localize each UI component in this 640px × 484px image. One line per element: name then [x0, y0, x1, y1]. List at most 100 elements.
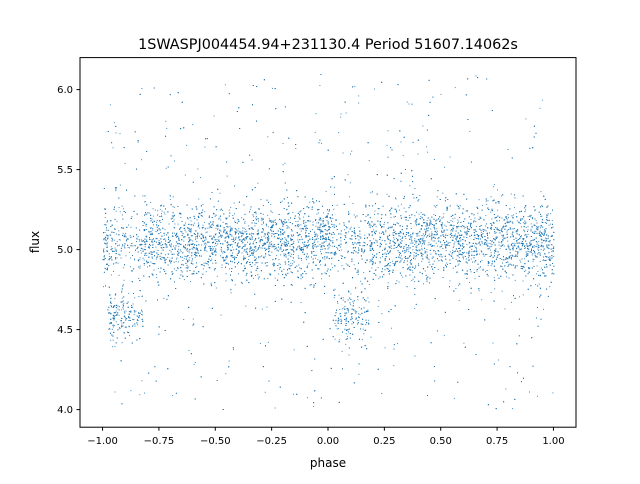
- data-point: [357, 274, 359, 275]
- data-point: [172, 395, 174, 397]
- data-point: [400, 241, 401, 243]
- data-point: [386, 193, 388, 195]
- data-point: [115, 233, 117, 235]
- data-point: [272, 87, 273, 89]
- data-point: [157, 268, 159, 269]
- data-point: [513, 214, 514, 216]
- data-point: [106, 244, 108, 246]
- data-point: [454, 87, 456, 89]
- data-point: [428, 259, 430, 261]
- data-point: [279, 248, 281, 250]
- data-point: [106, 269, 108, 271]
- data-point: [414, 308, 416, 309]
- data-point: [184, 224, 186, 226]
- data-point: [315, 225, 317, 227]
- data-point: [535, 255, 537, 257]
- data-point: [203, 262, 205, 264]
- data-point: [507, 245, 509, 247]
- data-point: [312, 221, 314, 223]
- data-point: [340, 240, 342, 242]
- data-point: [280, 247, 282, 248]
- data-point: [311, 229, 313, 231]
- data-point: [122, 308, 124, 310]
- data-point: [449, 251, 451, 253]
- data-point: [545, 255, 546, 257]
- data-point: [416, 211, 417, 213]
- data-point: [538, 283, 540, 285]
- data-point: [231, 229, 233, 231]
- data-point: [319, 225, 321, 227]
- data-point: [522, 280, 524, 282]
- data-point: [313, 405, 315, 407]
- data-point: [111, 328, 113, 330]
- data-point: [190, 235, 192, 237]
- data-point: [356, 311, 358, 313]
- data-point: [174, 223, 176, 225]
- data-point: [430, 239, 432, 241]
- data-point: [165, 167, 167, 169]
- data-point: [243, 227, 245, 229]
- data-point: [547, 240, 549, 242]
- data-point: [317, 234, 319, 236]
- data-point: [139, 240, 140, 242]
- data-point: [386, 144, 388, 146]
- data-point: [317, 238, 319, 240]
- data-point: [282, 143, 284, 145]
- data-point: [368, 160, 370, 162]
- data-point: [388, 252, 390, 254]
- data-point: [240, 281, 242, 283]
- data-point: [509, 255, 511, 257]
- data-point: [353, 230, 355, 232]
- data-point: [161, 258, 163, 260]
- data-point: [155, 246, 157, 248]
- data-point: [274, 277, 276, 279]
- data-point: [238, 228, 240, 230]
- data-point: [295, 148, 297, 150]
- data-point: [352, 321, 354, 323]
- data-point: [229, 225, 231, 227]
- data-point: [494, 268, 496, 270]
- data-point: [324, 272, 326, 274]
- data-point: [547, 257, 549, 258]
- data-point: [483, 231, 484, 232]
- data-point: [190, 281, 192, 282]
- data-point: [476, 251, 477, 253]
- data-point: [242, 230, 244, 232]
- data-point: [358, 102, 360, 104]
- data-point: [489, 223, 491, 224]
- data-point: [539, 230, 541, 232]
- data-point: [504, 219, 506, 221]
- data-point: [307, 235, 309, 237]
- data-point: [519, 259, 521, 261]
- data-point: [458, 225, 460, 227]
- data-point: [155, 258, 157, 260]
- data-point: [257, 266, 259, 267]
- data-point: [344, 328, 346, 330]
- data-point: [332, 218, 334, 219]
- data-point: [104, 232, 106, 233]
- data-point: [426, 220, 428, 221]
- data-point: [413, 256, 415, 258]
- data-point: [225, 232, 227, 234]
- data-point: [379, 232, 381, 234]
- data-point: [402, 236, 404, 238]
- data-point: [371, 231, 372, 233]
- data-point: [230, 250, 232, 252]
- data-point: [184, 248, 186, 250]
- data-point: [275, 222, 277, 224]
- data-point: [535, 230, 537, 232]
- data-point: [437, 269, 439, 270]
- data-point: [175, 269, 177, 271]
- data-point: [382, 256, 383, 258]
- data-point: [433, 159, 435, 160]
- data-point: [497, 209, 499, 211]
- data-point: [433, 214, 435, 216]
- data-point: [501, 217, 503, 219]
- data-point: [389, 210, 391, 212]
- data-point: [524, 271, 526, 272]
- data-point: [314, 246, 316, 248]
- data-point: [260, 247, 262, 249]
- data-point: [340, 116, 342, 118]
- data-point: [320, 264, 322, 266]
- data-point: [203, 241, 204, 242]
